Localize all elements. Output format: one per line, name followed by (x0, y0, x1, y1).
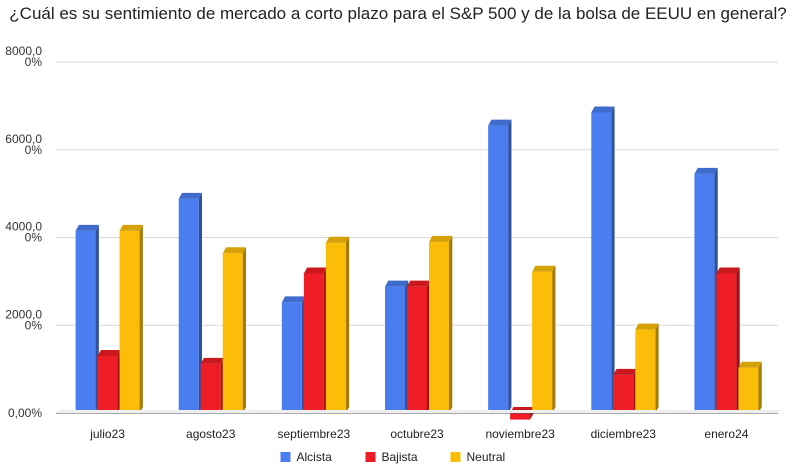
x-tick-label: enero24 (704, 427, 748, 441)
bar-alcista-julio23 (75, 224, 99, 413)
bar-alcista-diciembre23 (591, 106, 615, 414)
y-tick-label: 0% (25, 231, 43, 245)
legend-label-neutral: Neutral (467, 450, 506, 464)
x-tick-label: septiembre23 (277, 427, 350, 441)
legend-label-alcista: Alcista (297, 450, 333, 464)
y-tick-label: 4000,0 (5, 220, 42, 234)
bar-alcista-octubre23 (385, 280, 409, 413)
legend-swatch-neutral (450, 452, 461, 462)
legend-label-bajista: Bajista (382, 450, 418, 464)
bar-neutral-septiembre23 (325, 236, 350, 413)
bar-neutral-julio23 (119, 224, 143, 413)
bar-bajista-enero24 (716, 267, 740, 413)
bar-neutral-diciembre23 (635, 323, 659, 413)
y-tick-label: 0% (25, 318, 43, 332)
bar-neutral-enero24 (738, 361, 762, 413)
bar-alcista-noviembre23 (488, 119, 512, 414)
bar-neutral-octubre23 (429, 235, 453, 413)
bar-bajista-octubre23 (407, 280, 431, 413)
legend-swatch-bajista (365, 452, 376, 462)
y-tick-label: 0,00% (8, 406, 42, 420)
floor (56, 410, 782, 413)
bar-neutral-noviembre23 (532, 265, 556, 413)
y-tick-label: 6000,0 (5, 132, 42, 146)
x-tick-label: octubre23 (390, 427, 444, 441)
bar-bajista-diciembre23 (613, 368, 637, 413)
chart-title: ¿Cuál es su sentimiento de mercado a cor… (9, 4, 787, 23)
x-tick-label: agosto23 (186, 427, 236, 441)
y-tick-label: 8000,0 (5, 44, 42, 58)
x-tick-label: noviembre23 (485, 427, 555, 441)
x-tick-label: diciembre23 (591, 427, 657, 441)
bar-bajista-septiembre23 (303, 267, 328, 413)
y-tick-label: 2000,0 (5, 307, 42, 321)
y-tick-label: 0% (25, 55, 43, 69)
bar-bajista-julio23 (97, 349, 121, 413)
bar-alcista-enero24 (694, 167, 718, 413)
bar-bajista-agosto23 (200, 357, 225, 413)
bar-alcista-agosto23 (178, 192, 203, 413)
bar-neutral-agosto23 (222, 247, 247, 413)
bar-alcista-septiembre23 (281, 296, 306, 413)
legend-swatch-alcista (280, 452, 291, 462)
x-tick-label: julio23 (89, 427, 125, 441)
y-tick-label: 0% (25, 143, 43, 157)
